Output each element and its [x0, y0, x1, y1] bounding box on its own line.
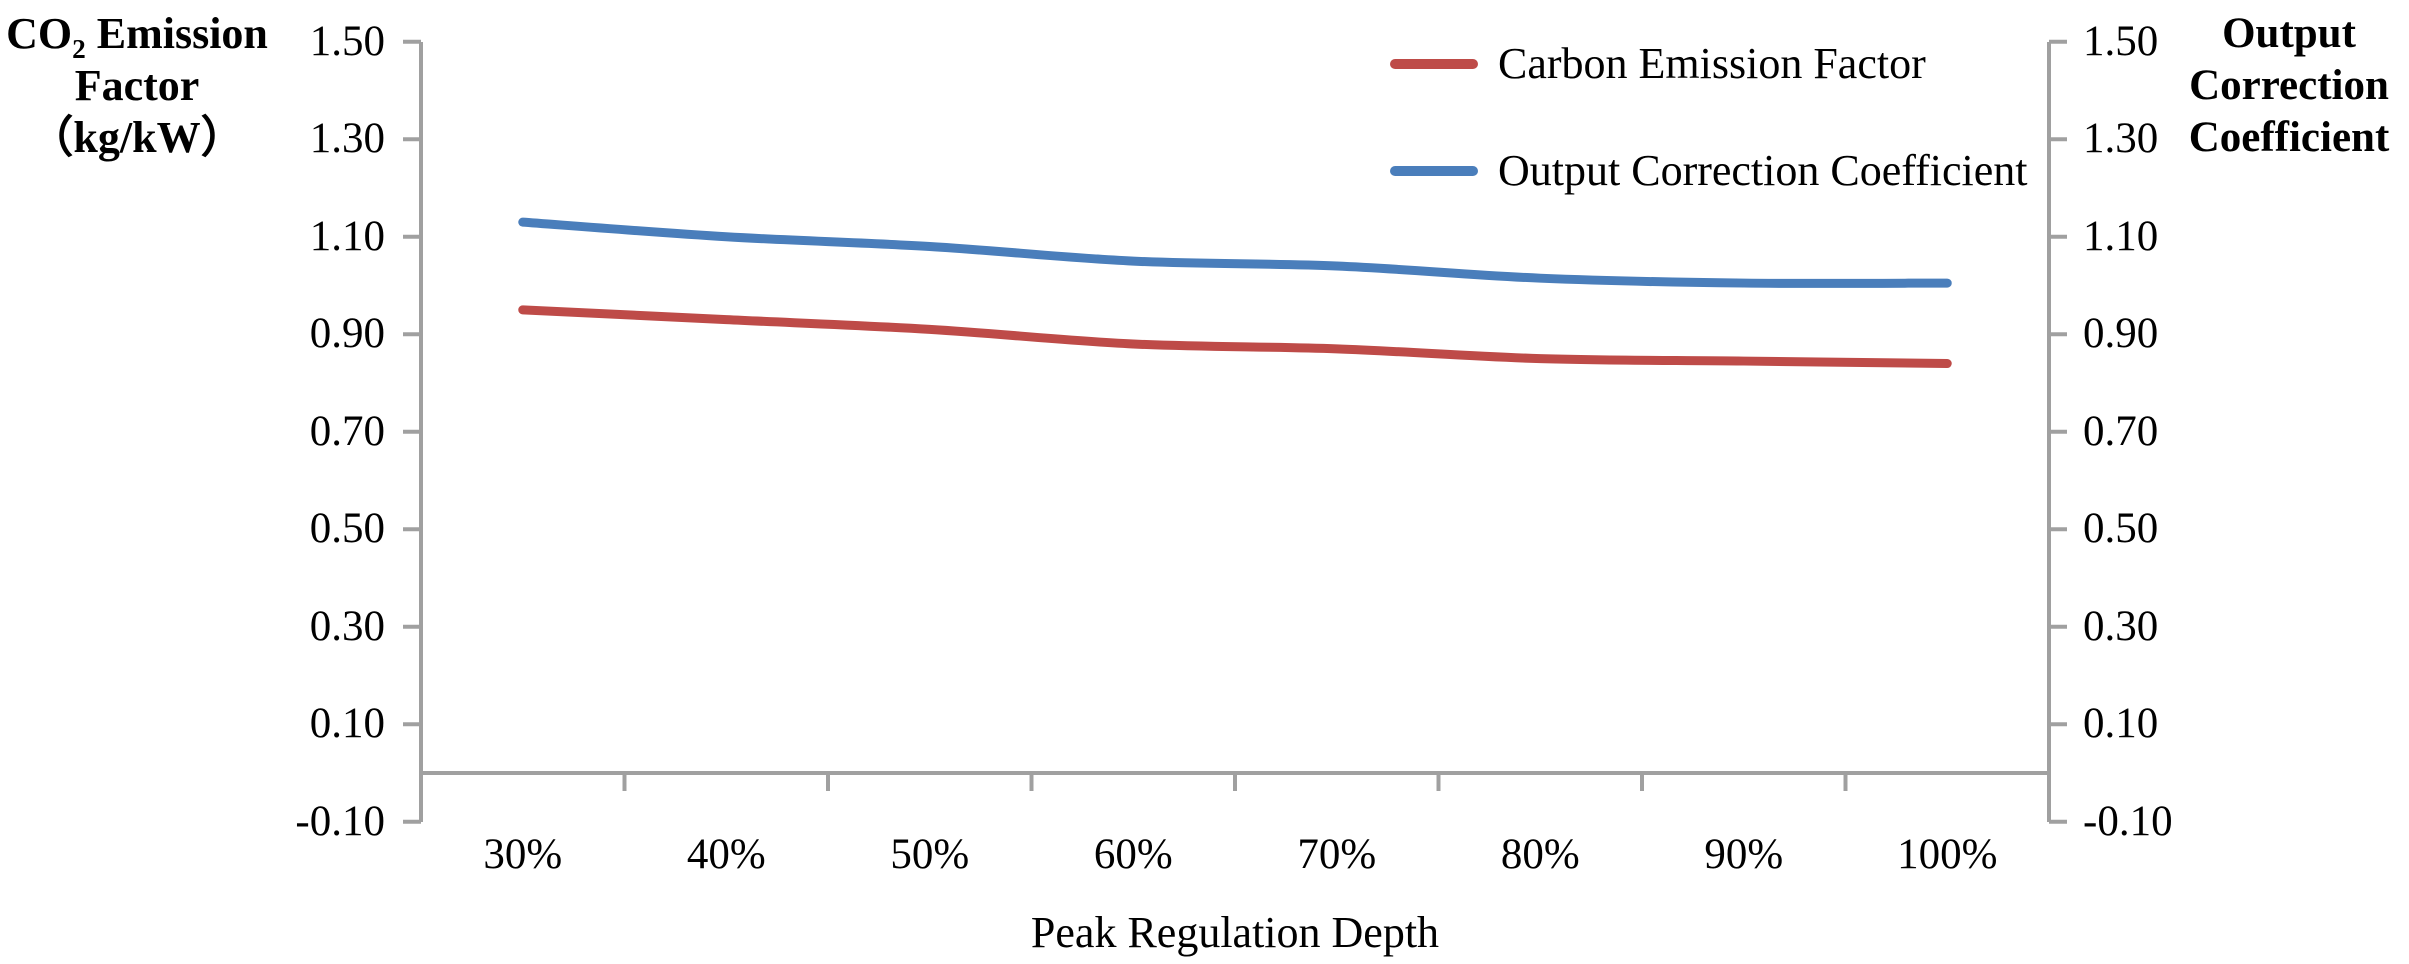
y-tick-label-right: 1.50 — [2083, 17, 2159, 65]
y-axis-right-title-line2: Correction — [2189, 62, 2389, 109]
legend-swatch-blue — [1390, 166, 1478, 176]
y-axis-right-title: Output Correction Coefficient — [2171, 8, 2407, 164]
y-tick-label-left: 0.90 — [309, 310, 385, 358]
x-axis-title: Peak Regulation Depth — [1030, 908, 1440, 957]
y-tick-label-right: 0.50 — [2083, 505, 2159, 553]
y-tick-label-right: 1.10 — [2083, 212, 2159, 260]
y-tick-label-left: 0.70 — [309, 407, 385, 455]
series-line-output-correction-coefficient — [518, 217, 1952, 288]
y-tick-label-left: 0.50 — [309, 505, 385, 553]
legend-swatch-red — [1390, 59, 1478, 69]
y-axis-left-title-line3: （kg/kW） — [29, 113, 245, 162]
series-line-carbon-emission-factor — [518, 305, 1952, 368]
y-tick-label-left: -0.10 — [295, 797, 385, 845]
y-tick-label-right: 0.90 — [2083, 310, 2159, 358]
y-tick-label-right: 0.10 — [2083, 700, 2159, 748]
y-axis-right-title-line3: Coefficient — [2188, 114, 2390, 161]
y-axis-left-title-line2: Factor — [74, 61, 200, 110]
y-tick-label-left: 0.30 — [309, 602, 385, 650]
legend-label: Output Correction Coefficient — [1498, 146, 2028, 195]
x-tick-label: 60% — [1093, 831, 1173, 878]
co2-subscript: 2 — [72, 33, 86, 64]
y-tick-label-right: -0.10 — [2083, 797, 2173, 845]
y-tick-label-right: 0.30 — [2083, 602, 2159, 650]
x-tick-label: 70% — [1297, 831, 1377, 878]
y-tick-label-right: 1.30 — [2083, 115, 2159, 163]
y-tick-label-left: 0.10 — [309, 700, 385, 748]
x-tick-label: 40% — [686, 831, 766, 878]
x-tick-label: 100% — [1897, 831, 1998, 878]
y-tick-label-left: 1.30 — [309, 115, 385, 163]
x-tick-label: 30% — [483, 831, 563, 878]
y-axis-right-title-line1: Output — [2222, 10, 2356, 57]
y-tick-label-right: 0.70 — [2083, 407, 2159, 455]
y-axis-left-title: CO2 Emission Factor （kg/kW） — [2, 8, 272, 164]
y-tick-label-left: 1.10 — [309, 212, 385, 260]
y-tick-label-left: 1.50 — [309, 17, 385, 65]
x-tick-label: 90% — [1704, 831, 1784, 878]
y-axis-left-title-line1: CO2 Emission — [6, 9, 268, 64]
legend-label: Carbon Emission Factor — [1498, 39, 1926, 88]
x-tick-label: 80% — [1500, 831, 1580, 878]
x-tick-label: 50% — [890, 831, 970, 878]
